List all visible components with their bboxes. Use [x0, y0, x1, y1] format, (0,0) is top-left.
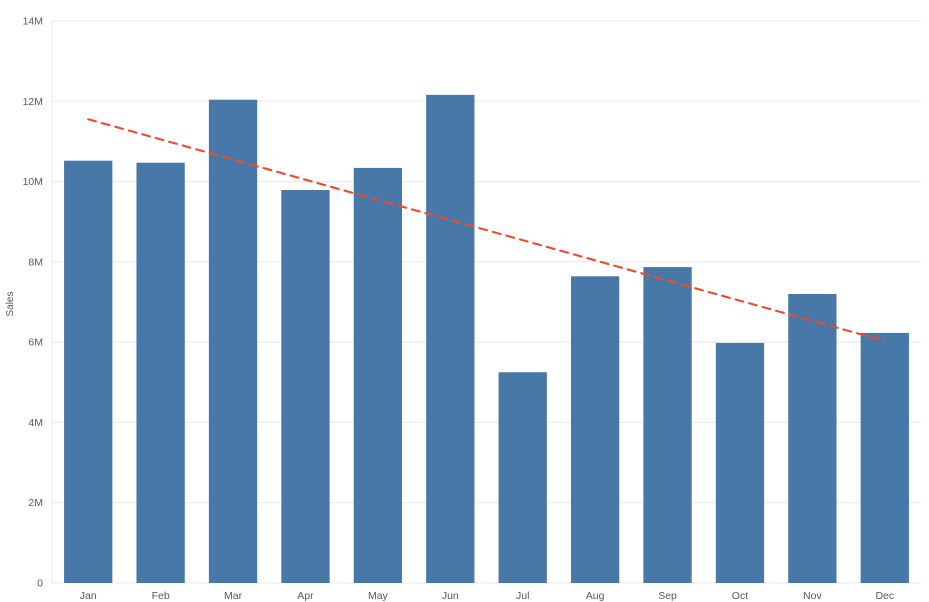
svg-text:Mar: Mar — [224, 590, 243, 602]
svg-text:Jul: Jul — [516, 590, 529, 602]
svg-text:14M: 14M — [23, 16, 43, 28]
svg-text:0: 0 — [37, 578, 43, 590]
svg-text:Nov: Nov — [803, 590, 822, 602]
svg-text:Jan: Jan — [80, 590, 97, 602]
svg-text:6M: 6M — [28, 337, 43, 349]
svg-text:Aug: Aug — [586, 590, 605, 602]
svg-text:Dec: Dec — [875, 590, 894, 602]
svg-text:4M: 4M — [28, 417, 43, 429]
svg-text:Apr: Apr — [297, 590, 314, 602]
svg-text:Sep: Sep — [658, 590, 677, 602]
svg-text:2M: 2M — [28, 497, 43, 509]
svg-text:8M: 8M — [28, 256, 43, 268]
svg-text:12M: 12M — [23, 96, 43, 108]
svg-text:10M: 10M — [23, 176, 43, 188]
svg-text:May: May — [368, 590, 389, 602]
svg-text:Jun: Jun — [442, 590, 459, 602]
svg-text:Feb: Feb — [152, 590, 170, 602]
svg-text:Oct: Oct — [732, 590, 748, 602]
